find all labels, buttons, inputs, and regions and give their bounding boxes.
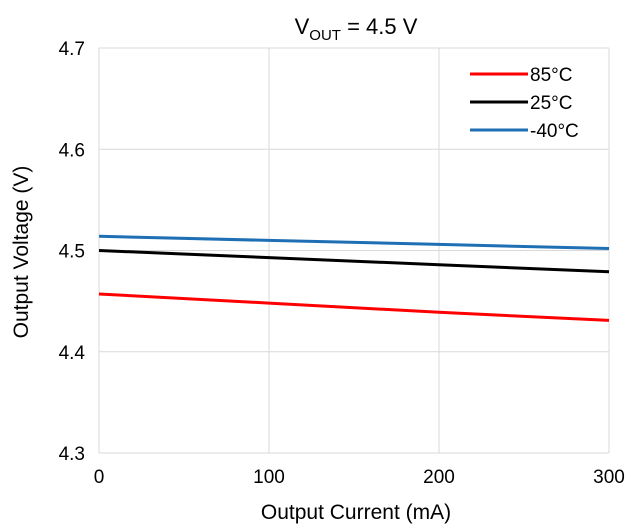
legend: 85°C 25°C -40°C <box>470 65 579 142</box>
legend-label: 25°C <box>530 93 572 114</box>
x-tick-label: 300 <box>593 467 625 488</box>
x-tick-label: 100 <box>253 467 285 488</box>
tick-labels: 4.3 4.4 4.5 4.6 4.7 0 100 200 300 <box>59 39 625 488</box>
x-tick-label: 200 <box>423 467 455 488</box>
series-lines <box>98 234 610 322</box>
chart-title: VOUT = 4.5 V <box>295 14 418 44</box>
x-tick-label: 0 <box>94 467 105 488</box>
legend-label: 85°C <box>530 65 572 86</box>
y-tick-label: 4.3 <box>59 444 85 465</box>
series-line <box>98 249 610 274</box>
legend-label: -40°C <box>530 121 579 142</box>
y-tick-label: 4.4 <box>59 343 86 364</box>
y-tick-label: 4.5 <box>59 242 85 263</box>
y-tick-label: 4.6 <box>59 140 85 161</box>
series-line <box>98 292 610 322</box>
x-axis-title: Output Current (mA) <box>261 501 451 524</box>
y-tick-label: 4.7 <box>59 39 85 60</box>
series-line <box>98 234 610 250</box>
y-axis-title: Output Voltage (V) <box>10 166 33 339</box>
